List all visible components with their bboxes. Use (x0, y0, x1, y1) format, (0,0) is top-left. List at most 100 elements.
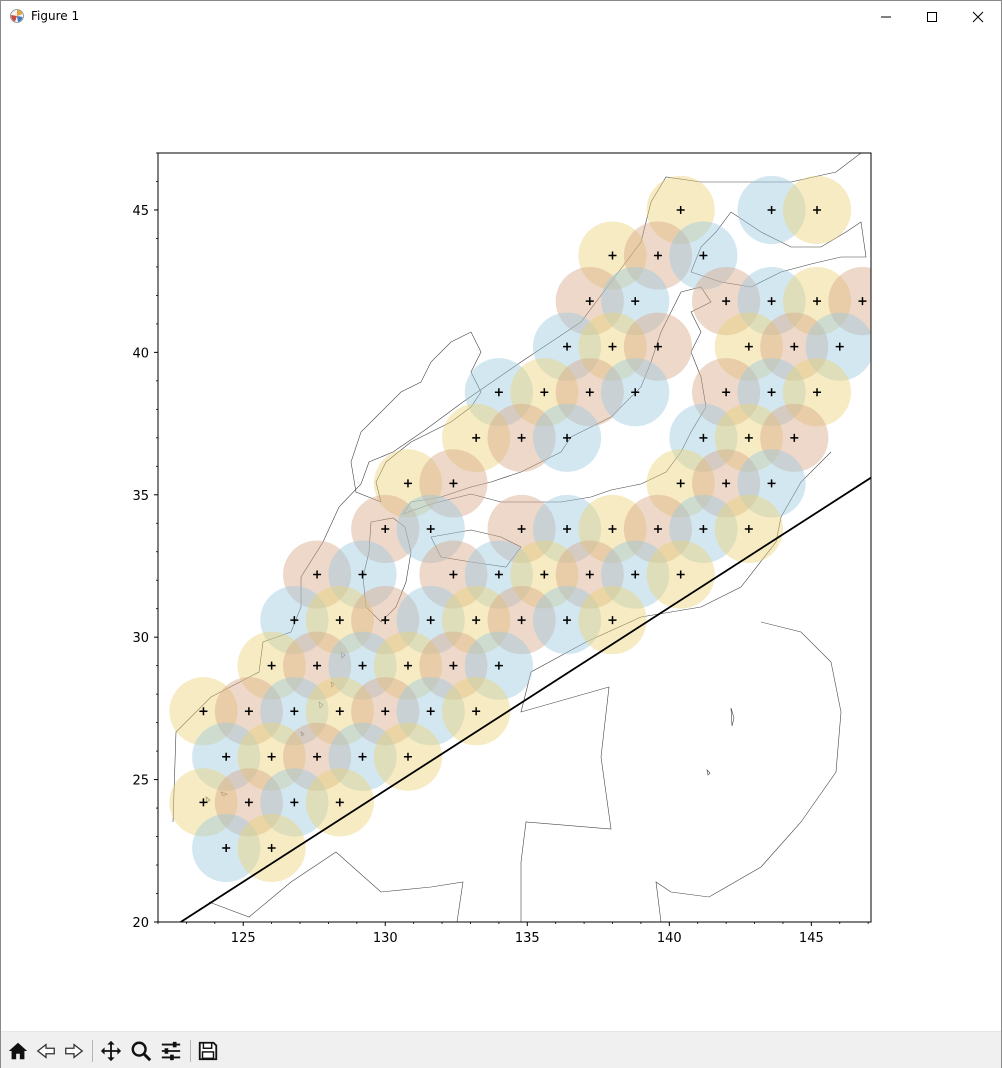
axes-frame (157, 152, 872, 923)
point-marker (563, 433, 572, 442)
point-marker (313, 752, 322, 761)
point-marker (540, 570, 549, 579)
point-marker (313, 661, 322, 670)
point-marker (449, 479, 458, 488)
point-marker (653, 251, 662, 260)
korea-coast (350, 331, 482, 503)
point-marker (585, 388, 594, 397)
point-marker (449, 661, 458, 670)
point-marker (767, 479, 776, 488)
y-tick-label: 30 (132, 631, 149, 646)
home-icon (8, 1042, 28, 1060)
x-tick-label: 130 (373, 931, 398, 946)
point-marker (381, 524, 390, 533)
markers-layer (199, 205, 867, 852)
close-icon (972, 11, 984, 22)
point-marker (267, 661, 276, 670)
point-marker (563, 616, 572, 625)
back-button[interactable] (33, 1038, 59, 1064)
ticks-layer: 125 130 135 140 145 20 25 30 35 40 45 (132, 152, 869, 946)
point-marker (472, 433, 481, 442)
save-button[interactable] (195, 1038, 221, 1064)
kyushu-coast (362, 517, 412, 623)
point-marker (676, 570, 685, 579)
point-marker (676, 479, 685, 488)
eez-boundary-south (208, 451, 832, 922)
boundary-line (180, 476, 871, 922)
y-tick-label: 35 (132, 489, 149, 504)
point-marker (517, 616, 526, 625)
pan-button[interactable] (98, 1038, 124, 1064)
point-marker (813, 205, 822, 214)
forward-button[interactable] (61, 1038, 87, 1064)
y-tick-label: 45 (132, 204, 149, 219)
point-marker (631, 388, 640, 397)
point-marker (244, 798, 253, 807)
point-marker (767, 388, 776, 397)
point-marker (790, 433, 799, 442)
point-marker (290, 798, 299, 807)
point-marker (494, 388, 503, 397)
close-button[interactable] (955, 1, 1001, 32)
point-marker (722, 297, 731, 306)
x-tick-label: 135 (515, 931, 540, 946)
coverage-circle (828, 267, 871, 336)
point-marker (540, 388, 549, 397)
window-title: Figure 1 (31, 9, 80, 23)
shikoku-coast (430, 529, 522, 568)
point-marker (244, 707, 253, 716)
point-marker (608, 251, 617, 260)
point-marker (403, 479, 412, 488)
point-marker (835, 342, 844, 351)
point-marker (449, 570, 458, 579)
point-marker (585, 297, 594, 306)
point-marker (381, 616, 390, 625)
point-marker (699, 251, 708, 260)
zoom-button[interactable] (128, 1038, 154, 1064)
toolbar-separator (92, 1040, 93, 1062)
zoom-icon (131, 1041, 152, 1062)
point-marker (767, 297, 776, 306)
back-icon (36, 1043, 55, 1059)
point-marker (631, 570, 640, 579)
y-tick-label: 20 (132, 916, 149, 931)
title-bar: Figure 1 (1, 1, 1001, 32)
point-marker (744, 342, 753, 351)
point-marker (335, 707, 344, 716)
point-marker (744, 524, 753, 533)
point-marker (335, 616, 344, 625)
point-marker (699, 524, 708, 533)
minimize-icon (881, 16, 891, 17)
x-tick-label: 125 (231, 931, 256, 946)
maximize-button[interactable] (909, 1, 955, 32)
point-marker (744, 433, 753, 442)
point-marker (403, 752, 412, 761)
point-marker (813, 297, 822, 306)
point-marker (563, 342, 572, 351)
chart-svg: 125 130 135 140 145 20 25 30 35 40 45 (132, 152, 872, 946)
eez-boundary-east (655, 621, 842, 922)
point-marker (722, 388, 731, 397)
figure-canvas[interactable]: 125 130 135 140 145 20 25 30 35 40 45 (1, 32, 1001, 1030)
point-marker (494, 661, 503, 670)
navigation-toolbar (1, 1031, 1001, 1068)
honshu-coast (402, 286, 712, 515)
point-marker (358, 661, 367, 670)
home-button[interactable] (5, 1038, 31, 1064)
point-marker (608, 616, 617, 625)
point-marker (290, 616, 299, 625)
point-marker (381, 707, 390, 716)
point-marker (790, 342, 799, 351)
configure-subplots-icon (161, 1041, 181, 1061)
configure-subplots-button[interactable] (158, 1038, 184, 1064)
point-marker (358, 570, 367, 579)
point-marker (267, 752, 276, 761)
point-marker (222, 843, 231, 852)
minimize-button[interactable] (863, 1, 909, 32)
point-marker (290, 707, 299, 716)
point-marker (653, 524, 662, 533)
point-marker (222, 752, 231, 761)
point-marker (722, 479, 731, 488)
point-marker (699, 433, 708, 442)
point-marker (472, 616, 481, 625)
